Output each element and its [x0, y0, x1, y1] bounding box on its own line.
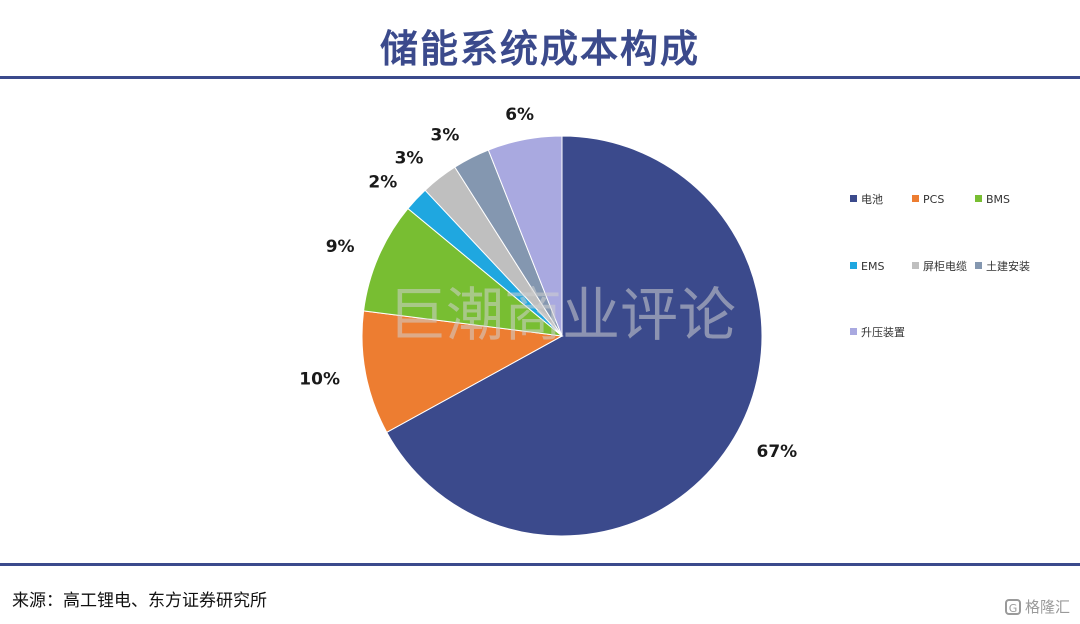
pie-slice-1: [361, 310, 564, 434]
legend-swatch-0: [850, 195, 857, 202]
pie-slices: [361, 135, 763, 537]
value-labels: 67% 10% 9% 2% 3% 3% 6%: [299, 105, 797, 462]
pie-slice-0: [386, 135, 763, 537]
title-divider: [0, 76, 1080, 79]
value-label-2: 9%: [326, 237, 355, 257]
page-title: 储能系统成本构成: [379, 27, 700, 71]
legend-swatch-3: [850, 262, 857, 269]
pie-slice-6: [487, 135, 563, 337]
legend-label-3: EMS: [861, 260, 884, 273]
footer-divider: [0, 563, 1080, 566]
legend-swatch-6: [850, 328, 857, 335]
legend-swatch-1: [912, 195, 919, 202]
gelonghui-logo-icon: G: [1004, 598, 1021, 615]
legend-swatch-4: [912, 262, 919, 269]
value-label-5: 3%: [431, 126, 460, 146]
legend-label-4: 屏柜电缆: [923, 260, 967, 273]
watermark-text: 巨潮商业评论: [388, 281, 736, 349]
legend-item-5: 土建安装: [975, 259, 1030, 273]
legend-label-1: PCS: [923, 193, 944, 206]
value-label-3: 2%: [368, 172, 397, 192]
value-label-6: 6%: [505, 105, 534, 125]
legend-item-1: PCS: [912, 193, 944, 206]
pie-slice-2: [363, 207, 564, 337]
legend-swatch-2: [975, 195, 982, 202]
legend-label-5: 土建安装: [986, 259, 1030, 273]
legend-item-4: 屏柜电缆: [912, 260, 967, 273]
legend-item-0: 电池: [850, 193, 883, 206]
legend-label-6: 升压装置: [861, 326, 905, 339]
legend-swatch-5: [975, 262, 982, 269]
legend-label-0: 电池: [861, 193, 883, 206]
legend-item-3: EMS: [850, 260, 884, 273]
legend-item-6: 升压装置: [850, 326, 905, 339]
value-label-0: 67%: [757, 442, 798, 462]
source-note: 来源：高工锂电、东方证券研究所: [12, 591, 267, 611]
brand-watermark: G 格隆汇: [1004, 596, 1070, 617]
legend-label-2: BMS: [986, 193, 1010, 206]
legend-item-2: BMS: [975, 193, 1010, 206]
value-label-4: 3%: [395, 148, 424, 168]
value-label-1: 10%: [299, 369, 340, 389]
brand-name: 格隆汇: [1024, 598, 1070, 616]
